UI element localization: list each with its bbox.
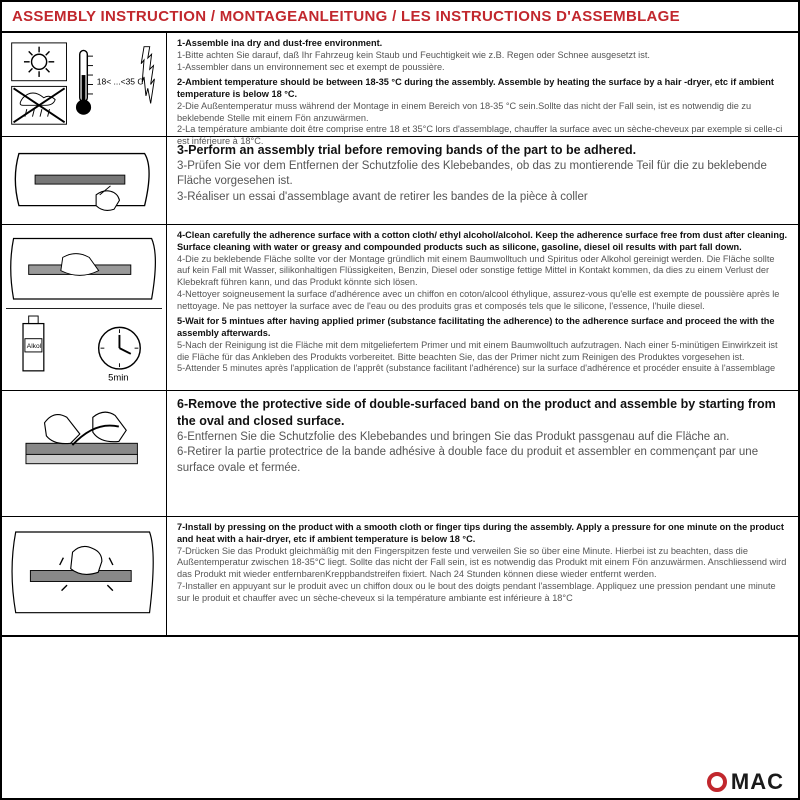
step2-de: 2-Die Außentemperatur muss während der M…	[177, 101, 788, 125]
env-temp-icon: 18< ...<35 C	[6, 37, 162, 132]
assembly-instruction-sheet: ASSEMBLY INSTRUCTION / MONTAGEANLEITUNG …	[0, 0, 800, 800]
step-row-1-2: 18< ...<35 C 1-Assemble ina dry and dust…	[2, 33, 798, 137]
step5-de: 5-Nach der Reinigung ist die Fläche mit …	[177, 340, 788, 364]
step3-fr: 3-Réaliser un essai d'assemblage avant d…	[177, 190, 788, 206]
step-row-7: 7-Install by pressing on the product wit…	[2, 517, 798, 637]
clean-primer-icon: Alkol 5min	[6, 229, 162, 386]
step-1-2-text: 1-Assemble ina dry and dust-free environ…	[167, 33, 798, 136]
illustration-peel-tape	[2, 391, 167, 516]
step6-fr: 6-Retirer la partie protectrice de la ba…	[177, 445, 788, 476]
step7-fr: 7-Installer en appuyant sur le produit a…	[177, 581, 788, 605]
step3-de: 3-Prüfen Sie vor dem Entfernen der Schut…	[177, 159, 788, 190]
footer: MAC	[2, 764, 798, 798]
illustration-trial	[2, 137, 167, 224]
step-row-4-5: Alkol 5min 4-Clean carefully the adheren…	[2, 225, 798, 391]
step4-en: 4-Clean carefully the adherence surface …	[177, 230, 788, 254]
step6-de: 6-Entfernen Sie die Schutzfolie des Kleb…	[177, 430, 788, 446]
press-install-icon	[6, 521, 162, 631]
logo-ring-icon	[707, 772, 727, 792]
step-4-5-text: 4-Clean carefully the adherence surface …	[167, 225, 798, 390]
step7-de: 7-Drücken Sie das Produkt gleichmäßig mi…	[177, 546, 788, 581]
step5-fr: 5-Attender 5 minutes après l'application…	[177, 363, 788, 375]
step5-en: 5-Wait for 5 mintues after having applie…	[177, 316, 788, 340]
step-row-6: 6-Remove the protective side of double-s…	[2, 391, 798, 517]
step-row-3: 3-Perform an assembly trial before remov…	[2, 137, 798, 225]
timer-5min-label: 5min	[108, 372, 128, 383]
step4-de: 4-Die zu beklebende Fläche sollte vor de…	[177, 254, 788, 289]
illustration-press-install	[2, 517, 167, 635]
page-title: ASSEMBLY INSTRUCTION / MONTAGEANLEITUNG …	[2, 2, 798, 33]
step1-fr: 1-Assembler dans un environnement sec et…	[177, 62, 788, 74]
step-7-text: 7-Install by pressing on the product wit…	[167, 517, 798, 635]
temp-range-label: 18< ...<35 C	[97, 77, 144, 87]
step2-en: 2-Ambient temperature should be between …	[177, 77, 788, 101]
step7-en: 7-Install by pressing on the product wit…	[177, 522, 788, 546]
step-6-text: 6-Remove the protective side of double-s…	[167, 391, 798, 516]
illustration-clean-primer: Alkol 5min	[2, 225, 167, 390]
steps-container: 18< ...<35 C 1-Assemble ina dry and dust…	[2, 33, 798, 764]
logo-text: MAC	[731, 769, 784, 795]
step1-de: 1-Bitte achten Sie darauf, daß Ihr Fahrz…	[177, 50, 788, 62]
step6-en: 6-Remove the protective side of double-s…	[177, 396, 788, 430]
step3-en: 3-Perform an assembly trial before remov…	[177, 142, 788, 159]
peel-tape-icon	[6, 395, 162, 512]
brand-logo: MAC	[707, 769, 784, 795]
illustration-environment: 18< ...<35 C	[2, 33, 167, 136]
step-3-text: 3-Perform an assembly trial before remov…	[167, 137, 798, 224]
trial-fit-icon	[6, 141, 162, 220]
step4-fr: 4-Nettoyer soigneusement la surface d'ad…	[177, 289, 788, 313]
step1-en: 1-Assemble ina dry and dust-free environ…	[177, 38, 788, 50]
alcohol-bottle-label: Alkol	[27, 343, 42, 350]
